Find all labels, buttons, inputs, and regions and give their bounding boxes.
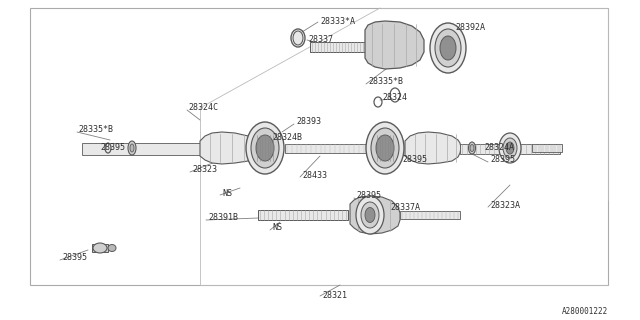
Bar [285,144,380,153]
Ellipse shape [366,122,404,174]
Bar [82,143,200,155]
Text: 28433: 28433 [302,171,327,180]
Bar [30,8,608,285]
Text: 28324C: 28324C [188,103,218,113]
Text: 28395: 28395 [100,143,125,153]
Text: 28335*B: 28335*B [78,125,113,134]
Ellipse shape [256,135,274,161]
Ellipse shape [506,142,514,154]
Text: 28392A: 28392A [455,23,485,33]
Ellipse shape [470,145,474,151]
Text: 28324A: 28324A [484,143,514,153]
Bar [310,42,365,52]
Ellipse shape [130,144,134,152]
Ellipse shape [108,244,116,252]
Ellipse shape [246,122,284,174]
Text: NS: NS [272,223,282,233]
Ellipse shape [365,207,375,222]
Text: 28395: 28395 [402,156,427,164]
Text: NS: NS [222,188,232,197]
Text: 28393: 28393 [296,117,321,126]
Text: 28323: 28323 [192,165,217,174]
Polygon shape [350,196,400,234]
Bar [460,144,560,154]
Text: 28395: 28395 [62,253,87,262]
Ellipse shape [468,142,476,154]
Polygon shape [405,132,461,164]
Bar [92,244,108,252]
Text: 28321: 28321 [322,292,347,300]
Text: 28324B: 28324B [272,133,302,142]
Text: 28324: 28324 [382,93,407,102]
Ellipse shape [376,135,394,161]
Ellipse shape [251,128,279,168]
Ellipse shape [440,36,456,60]
Ellipse shape [128,141,136,155]
Ellipse shape [499,133,521,163]
Polygon shape [200,132,260,164]
Bar [258,210,348,220]
Text: 28335*B: 28335*B [368,77,403,86]
Ellipse shape [361,202,379,228]
Text: 28323A: 28323A [490,201,520,210]
Text: 28337: 28337 [308,36,333,44]
Text: 28395: 28395 [356,191,381,201]
Ellipse shape [430,23,466,73]
Bar [400,211,460,219]
Ellipse shape [93,243,107,253]
Text: 28395: 28395 [490,156,515,164]
Text: 28333*A: 28333*A [320,18,355,27]
Text: 28391B: 28391B [208,213,238,222]
Polygon shape [365,21,424,69]
Text: 28337A: 28337A [390,203,420,212]
Bar [532,144,562,152]
Ellipse shape [435,29,461,67]
Ellipse shape [356,196,384,234]
Ellipse shape [293,31,303,45]
Text: A280001222: A280001222 [562,308,608,316]
Ellipse shape [371,128,399,168]
Ellipse shape [503,138,517,158]
